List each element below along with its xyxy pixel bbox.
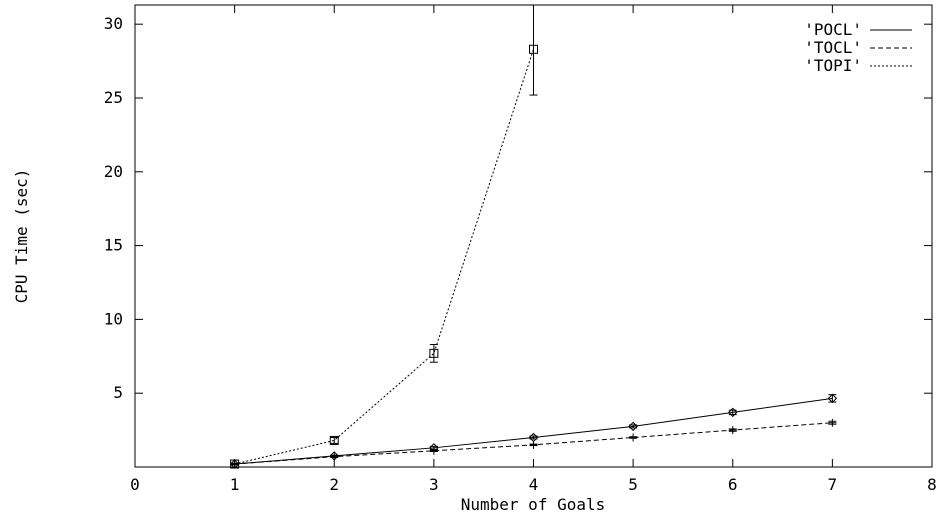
x-tick-label: 2 [329,475,339,494]
data-point-plus [330,452,339,461]
y-tick-label: 5 [113,383,123,402]
legend-item: 'TOCL' [804,38,912,57]
series-line [234,49,534,465]
x-tick-label: 3 [429,475,439,494]
data-point-diamond [628,421,638,432]
x-tick-label: 8 [927,475,937,494]
data-point-square [529,44,538,54]
y-tick-label: 15 [104,236,123,255]
data-point-square [429,348,439,358]
legend-item: 'POCL' [804,20,912,39]
legend-label: 'POCL' [804,20,862,39]
x-tick-label: 1 [230,475,240,494]
data-point-plus [728,426,737,435]
data-point-square [329,435,339,445]
data-point-diamond [827,393,838,404]
data-point-diamond [728,407,738,418]
legend: 'POCL''TOCL''TOPI' [804,20,912,75]
x-tick-label: 7 [828,475,838,494]
y-axis-title: CPU Time (sec) [12,169,31,304]
y-tick-label: 20 [104,162,123,181]
x-tick-label: 5 [628,475,638,494]
legend-label: 'TOPI' [804,56,862,75]
data-point-plus [429,446,438,455]
legend-item: 'TOPI' [804,56,912,75]
data-point-plus [828,418,837,427]
series-0 [229,393,838,469]
x-tick-label: 0 [130,475,140,494]
series-1 [230,418,837,469]
data-point-plus [529,440,538,449]
x-tick-label: 4 [529,475,539,494]
y-tick-label: 25 [104,88,123,107]
data-point-plus [629,433,638,442]
legend-label: 'TOCL' [804,38,862,57]
series-2 [230,5,538,469]
y-tick-label: 30 [104,14,123,33]
data-point-square [230,459,240,469]
series-line [234,397,833,465]
x-tick-label: 6 [728,475,738,494]
ticks-layer: 0 1 2 3 4 5 6 7 8 5 10 15 20 25 30 [104,5,937,494]
x-axis-title: Number of Goals [461,495,606,514]
y-tick-label: 10 [104,309,123,328]
series-layer [229,5,838,469]
